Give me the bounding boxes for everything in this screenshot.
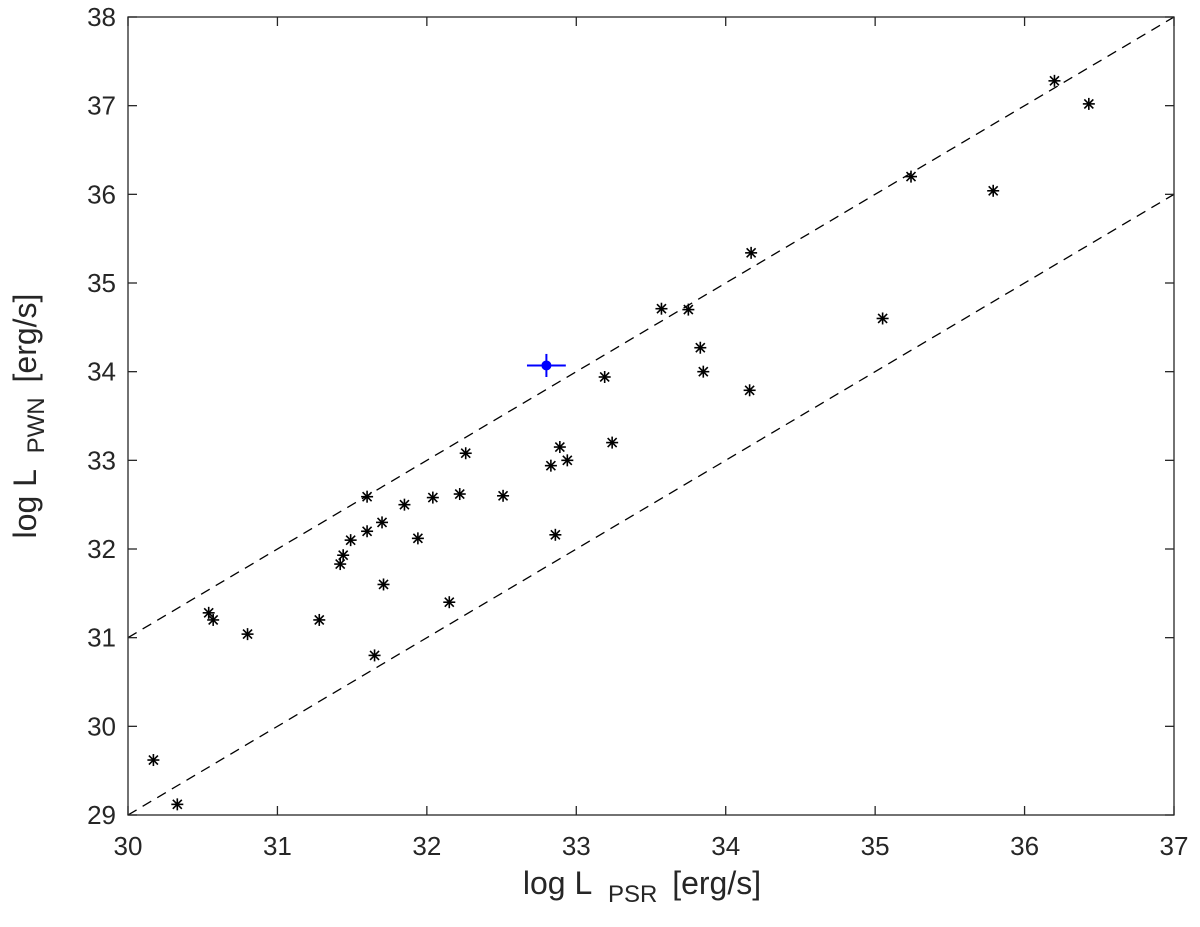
x-tick-label: 31: [263, 831, 292, 861]
x-axis-label-main: log L: [523, 865, 592, 901]
y-tick-label: 29: [87, 800, 116, 830]
data-point: [1048, 74, 1061, 87]
data-point: [368, 649, 381, 662]
data-point: [987, 184, 1000, 197]
data-point: [697, 365, 710, 378]
data-point: [361, 525, 374, 538]
y-axis-label-unit: [erg/s]: [7, 294, 43, 383]
x-tick-label: 37: [1160, 831, 1189, 861]
reference-line-1: [128, 17, 1174, 639]
x-tick-label: 36: [1010, 831, 1039, 861]
data-point: [876, 312, 889, 325]
plot-area: [128, 17, 1174, 815]
data-point: [171, 798, 184, 811]
data-point: [344, 534, 357, 547]
data-point: [453, 488, 466, 501]
data-point: [202, 606, 215, 619]
x-axis-label-unit: [erg/s]: [672, 865, 761, 901]
data-point: [361, 490, 374, 503]
data-point: [682, 303, 695, 316]
data-point: [553, 441, 566, 454]
y-tick-label: 32: [87, 534, 116, 564]
data-point: [334, 558, 347, 571]
data-point: [743, 384, 756, 397]
data-point: [147, 754, 160, 767]
reference-line-2: [128, 193, 1174, 815]
x-tick-label: 33: [562, 831, 591, 861]
x-tick-label: 34: [711, 831, 740, 861]
data-point: [745, 246, 758, 259]
data-point: [398, 498, 411, 511]
y-axis-label-sub: PWN: [23, 397, 50, 453]
y-tick-label: 30: [87, 711, 116, 741]
data-point: [497, 489, 510, 502]
data-point: [411, 532, 424, 545]
y-tick-label: 33: [87, 445, 116, 475]
data-point: [549, 528, 562, 541]
data-point: [207, 613, 220, 626]
y-tick-label: 36: [87, 179, 116, 209]
data-point: [241, 628, 254, 641]
y-tick-label: 31: [87, 623, 116, 653]
x-tick-label: 35: [861, 831, 890, 861]
data-point: [459, 447, 472, 460]
data-point: [376, 516, 389, 529]
x-axis-label: log L PSR [erg/s]: [523, 865, 761, 909]
data-point: [443, 596, 456, 609]
data-point: [313, 613, 326, 626]
x-tick-label: 30: [114, 831, 143, 861]
y-tick-label: 34: [87, 357, 116, 387]
data-point: [694, 341, 707, 354]
data-point: [561, 454, 574, 467]
y-axis-label: log L PWN [erg/s]: [7, 294, 51, 539]
data-point: [337, 549, 350, 562]
data-point: [426, 491, 439, 504]
y-tick-label: 38: [87, 2, 116, 32]
data-point: [655, 302, 668, 315]
data-point: [1082, 97, 1095, 110]
y-tick-label: 35: [87, 268, 116, 298]
data-point: [544, 459, 557, 472]
data-point: [606, 436, 619, 449]
highlight-point: [526, 353, 566, 377]
data-point: [905, 170, 918, 183]
y-axis-label-main: log L: [7, 470, 43, 539]
x-axis-label-sub: PSR: [608, 881, 657, 908]
plot-frame: [127, 16, 1175, 816]
y-tick-label: 37: [87, 91, 116, 121]
highlight-marker: [541, 360, 552, 371]
data-point: [598, 370, 611, 383]
data-point: [377, 578, 390, 591]
x-tick-label: 32: [412, 831, 441, 861]
